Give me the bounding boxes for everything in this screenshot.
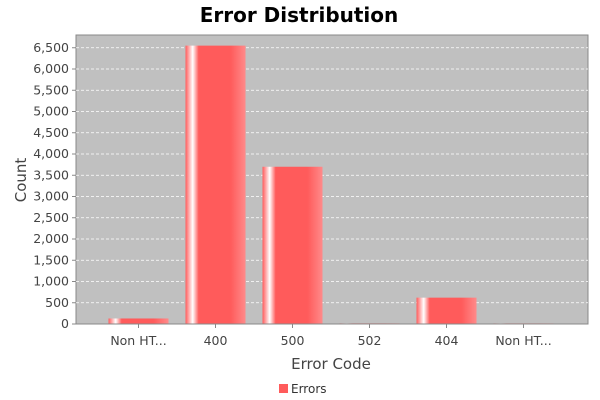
plot-area: [75, 34, 589, 325]
y-tick-label: 0: [61, 316, 69, 331]
chart-title: Error Distribution: [200, 3, 399, 27]
x-tick-label: 404: [435, 333, 459, 348]
y-tick-label: 500: [45, 295, 69, 310]
y-tick-label: 2,500: [33, 210, 69, 225]
y-tick-label: 5,500: [33, 82, 69, 97]
x-tick-label: 500: [281, 333, 305, 348]
y-axis-ticks: 0 500 1,000 1,500 2,000 2,500 3,000 3,500 4,000 4…: [33, 40, 76, 331]
legend: Errors: [279, 382, 327, 396]
y-tick-label: 5,000: [33, 104, 69, 119]
y-tick-label: 6,500: [33, 40, 69, 55]
y-axis-label: Count: [12, 158, 30, 203]
bar: [262, 166, 323, 324]
y-tick-label: 4,000: [33, 146, 69, 161]
legend-swatch-errors: [279, 384, 288, 393]
x-axis-ticks: Non HT... 400 500 502 404 Non HT...: [110, 324, 552, 348]
x-tick-label: 400: [204, 333, 228, 348]
x-axis-label: Error Code: [291, 355, 371, 373]
x-tick-label: Non HT...: [110, 333, 166, 348]
bars: [108, 45, 554, 324]
y-tick-label: 2,000: [33, 231, 69, 246]
bar: [108, 318, 169, 324]
legend-label-errors: Errors: [291, 382, 327, 396]
y-tick-label: 6,000: [33, 61, 69, 76]
x-tick-label: 502: [358, 333, 382, 348]
y-tick-label: 4,500: [33, 125, 69, 140]
grid-lines: [76, 47, 588, 304]
y-tick-label: 3,000: [33, 189, 69, 204]
bar: [416, 297, 477, 324]
bar: [185, 45, 246, 324]
x-tick-label: Non HT...: [495, 333, 551, 348]
y-tick-label: 1,500: [33, 252, 69, 267]
y-tick-label: 1,000: [33, 274, 69, 289]
y-tick-label: 3,500: [33, 167, 69, 182]
